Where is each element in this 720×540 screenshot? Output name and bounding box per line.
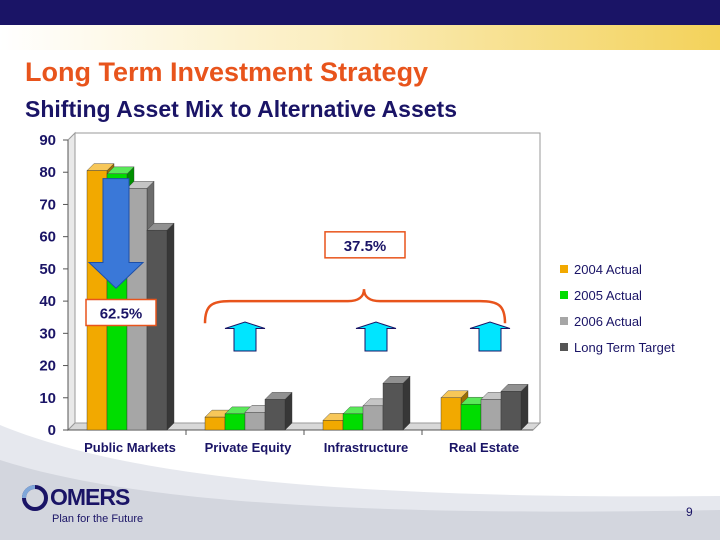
bar xyxy=(264,391,293,431)
top-gradient-band xyxy=(0,25,720,50)
public-share-label: 62.5% xyxy=(100,306,143,323)
bar-front xyxy=(146,230,168,431)
legend-item: 2006 Actual xyxy=(560,308,675,334)
y-tick-label: 40 xyxy=(39,293,56,310)
y-tick-label: 50 xyxy=(39,261,56,278)
public-share-box xyxy=(85,298,157,327)
legend-swatch xyxy=(560,265,568,273)
chart-axes: 0 10 20 30 40 50 60 70 80 90 Public Markets Private… xyxy=(39,131,542,455)
alternative-share-box xyxy=(324,231,406,259)
x-category-label: Public Markets xyxy=(84,440,176,455)
y-tick-label: 90 xyxy=(39,132,56,149)
bar-front xyxy=(244,412,266,431)
legend-swatch xyxy=(560,343,568,351)
logo-text: OMERS xyxy=(50,484,130,510)
bar-front xyxy=(460,404,482,431)
bar-side xyxy=(520,383,529,431)
omers-logo: OMERS Plan for the Future xyxy=(22,484,143,525)
up-arrow-icon xyxy=(469,321,511,352)
legend-label: Long Term Target xyxy=(574,339,675,355)
bar-front xyxy=(382,383,404,431)
y-tick-label: 0 xyxy=(48,422,56,439)
bar-front xyxy=(440,397,462,431)
omers-logo-mark xyxy=(22,484,48,511)
chart-annotations: 62.5% 37.5% xyxy=(85,178,511,352)
legend-item: Long Term Target xyxy=(560,334,675,360)
x-category-label: Private Equity xyxy=(205,440,292,455)
slide-title: Long Term Investment Strategy xyxy=(25,57,429,87)
top-banner xyxy=(0,0,720,25)
chart-legend: 2004 Actual 2005 Actual 2006 Actual Long Te… xyxy=(560,256,675,360)
bar-front xyxy=(322,420,344,431)
down-arrow-icon xyxy=(87,178,145,289)
bar xyxy=(146,222,175,431)
y-tick-label: 60 xyxy=(39,229,56,246)
bar-front xyxy=(480,399,502,431)
x-category-label: Infrastructure xyxy=(324,440,409,455)
bar-front xyxy=(224,413,246,431)
bar-front xyxy=(342,413,364,431)
bar xyxy=(382,375,411,431)
background-swoosh xyxy=(0,425,720,540)
bar-side xyxy=(402,375,411,431)
slide-subtitle: Shifting Asset Mix to Alternative Assets xyxy=(25,96,457,122)
bar-front xyxy=(500,391,522,431)
y-tick-label: 30 xyxy=(39,325,56,342)
legend-label: 2005 Actual xyxy=(574,287,642,303)
bar-front xyxy=(204,416,226,431)
bar-side xyxy=(166,222,175,431)
logo-tagline: Plan for the Future xyxy=(52,513,144,525)
bar xyxy=(500,383,529,431)
legend-swatch xyxy=(560,317,568,325)
asset-mix-chart: 0 10 20 30 40 50 60 70 80 90 Public Markets Private… xyxy=(39,131,542,455)
y-tick-label: 80 xyxy=(39,164,56,181)
legend-item: 2004 Actual xyxy=(560,256,675,282)
y-tick-label: 20 xyxy=(39,358,56,375)
legend-swatch xyxy=(560,291,568,299)
up-arrow-icon xyxy=(355,321,397,352)
y-tick-label: 70 xyxy=(39,196,56,213)
up-arrow-icon xyxy=(224,321,266,352)
legend-item: 2005 Actual xyxy=(560,282,675,308)
legend-label: 2004 Actual xyxy=(574,261,642,277)
bar-front xyxy=(264,399,286,431)
bar-front xyxy=(362,405,384,431)
alternative-share-label: 37.5% xyxy=(344,238,387,255)
legend-label: 2006 Actual xyxy=(574,313,642,329)
x-category-label: Real Estate xyxy=(449,440,519,455)
y-tick-label: 10 xyxy=(39,390,56,407)
page-number: 9 xyxy=(686,505,693,519)
chart-side-wall xyxy=(67,131,76,432)
